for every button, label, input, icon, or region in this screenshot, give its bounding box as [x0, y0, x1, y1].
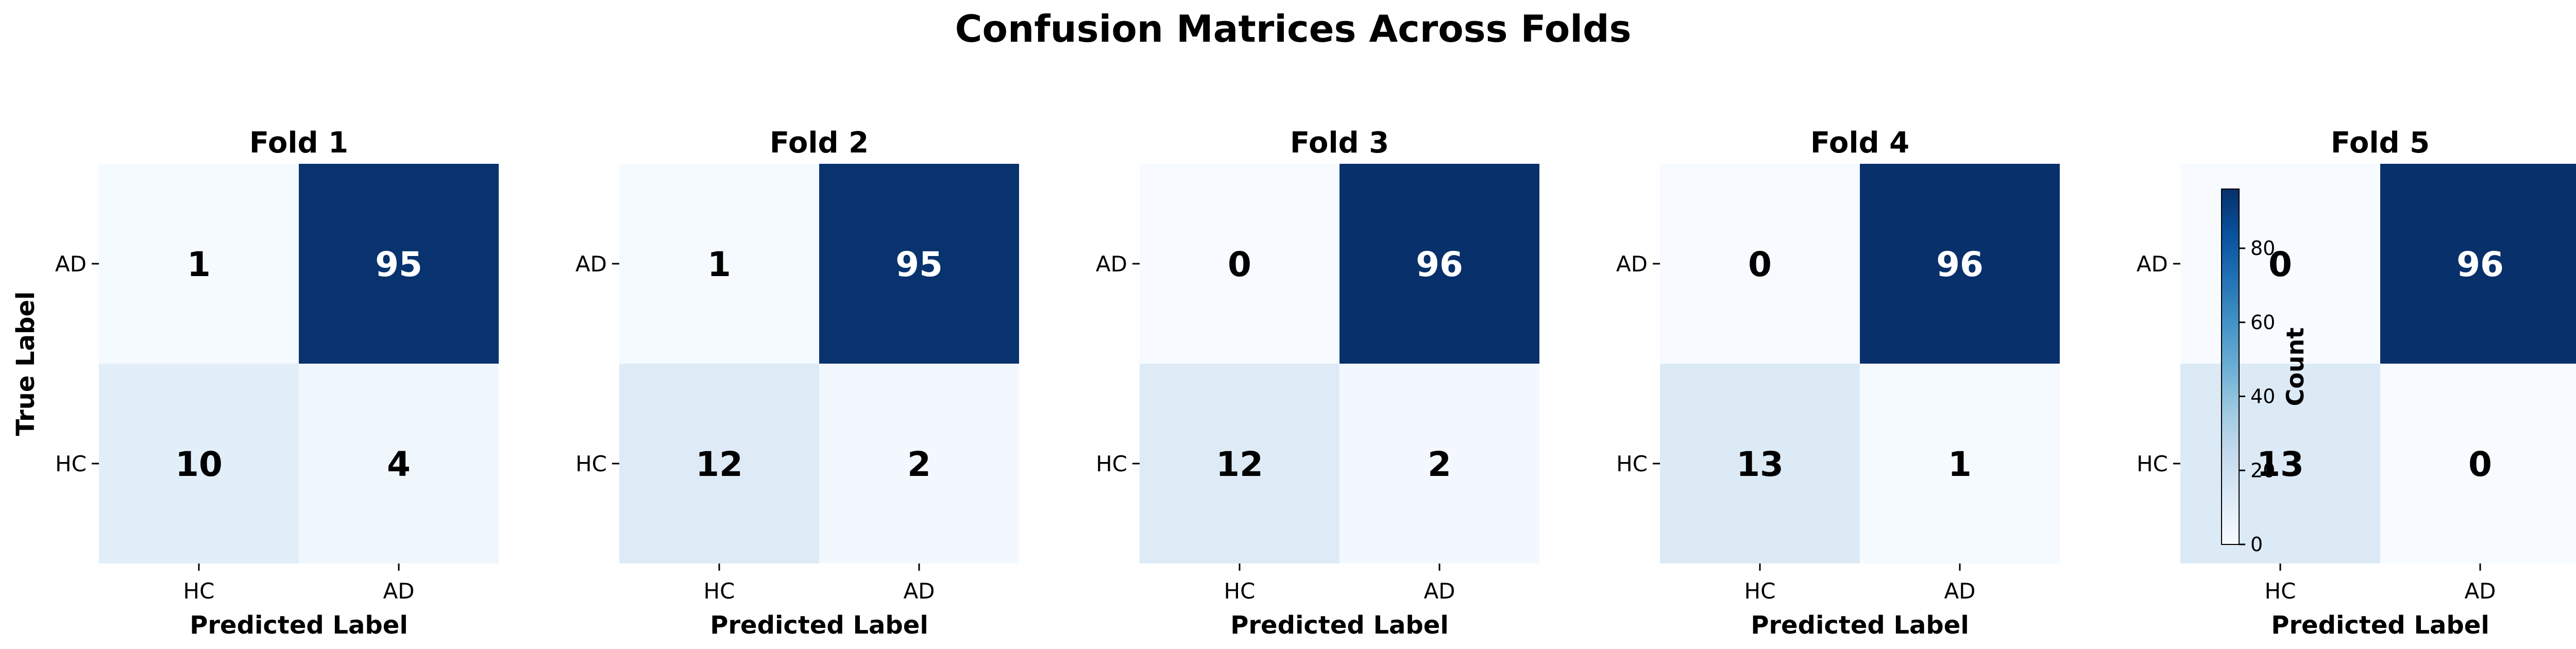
fold1-title: Fold 1 — [249, 126, 348, 160]
fold1-cell-label-r1c0: 10 — [175, 445, 223, 484]
fold4-cell-label-r0c0: 0 — [1748, 245, 1772, 284]
fold4-cell-r1c1 — [1860, 364, 2060, 563]
fold5-xtick-label-1: AD — [2464, 578, 2496, 604]
fold4-xtick-label-0: HC — [1744, 578, 1776, 604]
fold4-title: Fold 4 — [1810, 126, 1909, 160]
fold1-cell-label-r1c1: 4 — [387, 445, 411, 484]
fold3-cell-r1c1 — [1340, 364, 1539, 563]
fold3-cell-label-r0c0: 0 — [1228, 245, 1251, 284]
fold1-cell-r0c0 — [99, 164, 299, 364]
fold4-cell-r1c0 — [1660, 364, 1860, 563]
fold1-ylabel: True Label — [11, 292, 40, 436]
fold5-title: Fold 5 — [2331, 126, 2430, 160]
colorbar-tick-label-4: 80 — [2250, 237, 2275, 260]
fold1-cell-r0c1 — [299, 164, 499, 364]
fold2-xtick-label-1: AD — [903, 578, 935, 604]
fold1-cell-label-r0c1: 95 — [375, 245, 422, 284]
fold5-cell-label-r1c1: 0 — [2468, 445, 2492, 484]
fold3-cell-r0c0 — [1140, 164, 1340, 364]
fold3-ytick-label-1: HC — [1096, 451, 1127, 476]
fold1-xtick-label-1: AD — [383, 578, 414, 604]
fold3-cell-r0c1 — [1340, 164, 1539, 364]
fold2-cell-label-r0c0: 1 — [707, 245, 731, 284]
fold4-cell-label-r0c1: 96 — [1936, 245, 1984, 284]
fold3-cell-label-r0c1: 96 — [1416, 245, 1463, 284]
fold2-ytick-label-1: HC — [575, 451, 607, 476]
fold4-ytick-label-1: HC — [1616, 451, 1648, 476]
fold3-cell-label-r1c1: 2 — [1428, 445, 1451, 484]
fold2-cell-label-r1c1: 2 — [907, 445, 931, 484]
fold3-xtick-label-1: AD — [1423, 578, 1455, 604]
fold1-xtick-label-0: HC — [183, 578, 215, 604]
fold5-cell-r0c1 — [2380, 164, 2576, 364]
fold1-ytick-label-1: HC — [55, 451, 87, 476]
fold3-cell-r1c0 — [1140, 364, 1340, 563]
fold2-cell-label-r1c0: 12 — [696, 445, 743, 484]
fold5-cell-label-r0c1: 96 — [2456, 245, 2504, 284]
fold5-cell-r0c0 — [2180, 164, 2380, 364]
fold5-cell-label-r0c0: 0 — [2268, 245, 2292, 284]
fold2-cell-r1c1 — [819, 364, 1019, 563]
fold5-ytick-label-1: HC — [2137, 451, 2168, 476]
fold5-cell-r1c0 — [2180, 364, 2380, 563]
colorbar-tick-label-3: 60 — [2250, 311, 2275, 334]
colorbar-tick-label-0: 0 — [2250, 533, 2263, 556]
fold2-xtick-label-0: HC — [704, 578, 735, 604]
colorbar — [2221, 189, 2240, 545]
fold3-xlabel: Predicted Label — [1230, 611, 1449, 640]
fold1-xlabel: Predicted Label — [190, 611, 408, 640]
fold1-ytick-label-0: AD — [55, 251, 87, 277]
colorbar-label: Count — [2281, 328, 2309, 406]
fold3-ytick-label-0: AD — [1096, 251, 1127, 277]
fold2-xlabel: Predicted Label — [710, 611, 928, 640]
fold4-xtick-label-1: AD — [1944, 578, 1975, 604]
colorbar-tick-label-1: 20 — [2250, 459, 2275, 482]
fold5-cell-r1c1 — [2380, 364, 2576, 563]
fold3-cell-label-r1c0: 12 — [1216, 445, 1263, 484]
fold4-cell-r0c1 — [1860, 164, 2060, 364]
fold1-cell-label-r0c0: 1 — [187, 245, 211, 284]
fold4-ytick-label-0: AD — [1616, 251, 1648, 277]
fold3-xtick-label-0: HC — [1224, 578, 1256, 604]
fold2-cell-label-r0c1: 95 — [895, 245, 943, 284]
fold1-cell-r1c1 — [299, 364, 499, 563]
fold5-cell-label-r1c0: 13 — [2257, 445, 2304, 484]
fold2-title: Fold 2 — [770, 126, 869, 160]
fold2-cell-r1c0 — [619, 364, 819, 563]
fold4-cell-label-r1c0: 13 — [1736, 445, 1784, 484]
fold4-cell-label-r1c1: 1 — [1948, 445, 1972, 484]
fold4-cell-r0c0 — [1660, 164, 1860, 364]
fold2-cell-r0c1 — [819, 164, 1019, 364]
fold1-cell-r1c0 — [99, 364, 299, 563]
fold4-xlabel: Predicted Label — [1751, 611, 1969, 640]
fold2-ytick-label-0: AD — [575, 251, 607, 277]
colorbar-tick-label-2: 40 — [2250, 385, 2275, 408]
fold5-xlabel: Predicted Label — [2271, 611, 2489, 640]
fold2-cell-r0c0 — [619, 164, 819, 364]
fold3-title: Fold 3 — [1290, 126, 1389, 160]
fold5-xtick-label-0: HC — [2265, 578, 2296, 604]
figure-title: Confusion Matrices Across Folds — [955, 7, 1632, 50]
fold5-ytick-label-0: AD — [2137, 251, 2168, 277]
